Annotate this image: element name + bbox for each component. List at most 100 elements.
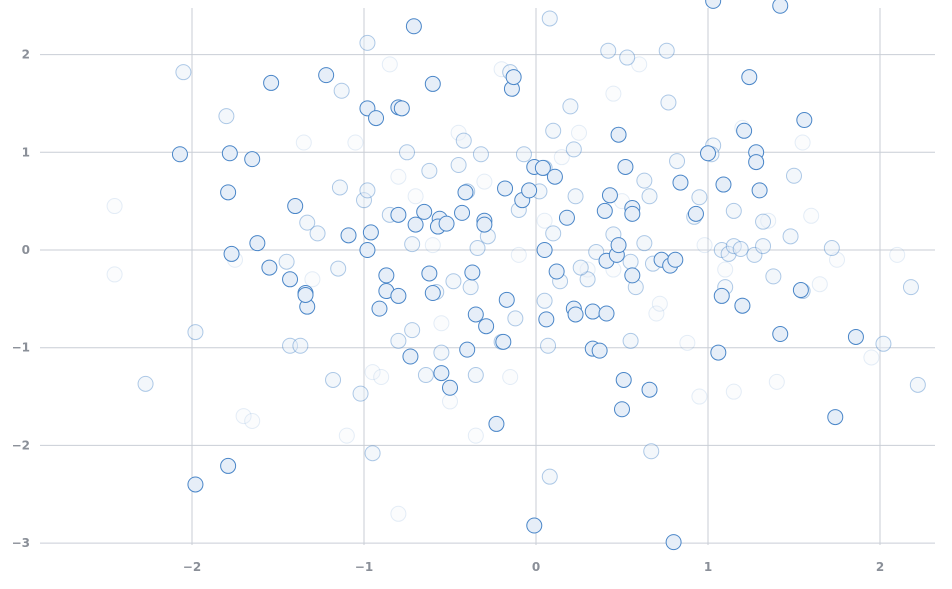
scatter-point bbox=[462, 279, 479, 296]
scatter-point bbox=[445, 273, 462, 290]
scatter-point bbox=[717, 261, 734, 278]
scatter-point bbox=[424, 284, 441, 301]
scatter-point bbox=[455, 132, 472, 149]
scatter-point bbox=[691, 388, 708, 405]
scatter-point bbox=[541, 10, 558, 27]
scatter-point bbox=[601, 187, 618, 204]
scatter-point bbox=[567, 306, 584, 323]
scatter-point bbox=[515, 146, 532, 163]
scatter-point bbox=[507, 310, 524, 327]
scatter-point bbox=[909, 376, 926, 393]
scatter-point bbox=[710, 344, 727, 361]
scatter-point bbox=[287, 198, 304, 215]
scatter-point bbox=[823, 240, 840, 257]
y-tick-label: −3 bbox=[12, 536, 30, 550]
y-tick-label: 0 bbox=[22, 243, 30, 257]
scatter-point bbox=[521, 182, 538, 199]
x-tick-label: 1 bbox=[704, 560, 712, 574]
scatter-point bbox=[827, 409, 844, 426]
scatter-point bbox=[393, 100, 410, 117]
scatter-point bbox=[352, 385, 369, 402]
scatter-point bbox=[433, 315, 450, 332]
scatter-point bbox=[390, 505, 407, 522]
scatter-point bbox=[405, 18, 422, 35]
scatter-point bbox=[875, 335, 892, 352]
scatter-point bbox=[450, 157, 467, 174]
scatter-point bbox=[478, 318, 495, 335]
scatter-point bbox=[261, 259, 278, 276]
scatter-point bbox=[725, 202, 742, 219]
scatter-point bbox=[558, 209, 575, 226]
scatter-point bbox=[734, 297, 751, 314]
scatter-point bbox=[263, 74, 280, 91]
scatter-point bbox=[636, 235, 653, 252]
y-tick-label: 2 bbox=[22, 48, 30, 62]
scatter-point bbox=[643, 443, 660, 460]
scatter-point bbox=[579, 271, 596, 288]
scatter-point bbox=[278, 253, 295, 270]
scatter-point bbox=[803, 207, 820, 224]
scatter-point bbox=[282, 337, 299, 354]
scatter-point bbox=[588, 243, 605, 260]
scatter-point bbox=[624, 267, 641, 284]
scatter-point bbox=[330, 260, 347, 277]
scatter-point bbox=[340, 227, 357, 244]
scatter-point bbox=[309, 225, 326, 242]
scatter-point bbox=[614, 401, 630, 418]
scatter-point bbox=[760, 212, 777, 229]
scatter-point bbox=[424, 237, 441, 254]
scatter-point bbox=[636, 172, 653, 189]
scatter-point bbox=[347, 134, 364, 151]
scatter-point bbox=[318, 67, 335, 84]
scatter-point bbox=[292, 337, 309, 354]
scatter-point bbox=[488, 415, 505, 432]
x-tick-label: 0 bbox=[532, 560, 540, 574]
x-tick-label: 2 bbox=[876, 560, 884, 574]
scatter-point bbox=[796, 112, 813, 129]
scatter-point bbox=[567, 188, 584, 205]
scatter-point bbox=[725, 238, 742, 255]
scatter-point bbox=[407, 216, 424, 233]
scatter-point bbox=[510, 246, 527, 263]
scatter-point bbox=[741, 69, 758, 86]
y-tick-label: 1 bbox=[22, 145, 30, 159]
scatter-point bbox=[467, 306, 484, 323]
scatter-point bbox=[407, 188, 424, 205]
scatter-point bbox=[171, 146, 188, 163]
scatter-point bbox=[584, 303, 601, 320]
scatter-point bbox=[847, 328, 864, 345]
scatter-point bbox=[720, 245, 737, 262]
scatter-point bbox=[536, 292, 553, 309]
scatter-point bbox=[648, 305, 665, 322]
scatter-point bbox=[402, 348, 419, 365]
scatter-point bbox=[772, 0, 789, 14]
scatter-point bbox=[715, 176, 732, 193]
scatter-point bbox=[548, 263, 565, 280]
scatter-point bbox=[175, 64, 192, 81]
scatter-point bbox=[304, 271, 321, 288]
scatter-point bbox=[297, 286, 314, 303]
scatter-point bbox=[811, 276, 828, 293]
scatter-point bbox=[610, 126, 627, 143]
scatter-point bbox=[450, 124, 467, 141]
scatter-point bbox=[829, 251, 845, 268]
scatter-point bbox=[641, 188, 658, 205]
scatter-point bbox=[713, 242, 730, 258]
scatter-point bbox=[713, 287, 730, 304]
scatter-point bbox=[545, 225, 562, 242]
scatter-point bbox=[381, 56, 398, 73]
scatter-point bbox=[610, 237, 627, 254]
scatter-point bbox=[417, 367, 434, 384]
scatter-point bbox=[538, 311, 555, 328]
scatter-point bbox=[772, 326, 789, 343]
scatter-point bbox=[356, 192, 372, 209]
scatter-point bbox=[672, 174, 689, 191]
scatter-point bbox=[755, 238, 772, 255]
scatter-point bbox=[469, 240, 486, 257]
scatter-point bbox=[660, 94, 677, 111]
scatter-point bbox=[502, 369, 519, 386]
x-tick-label: −1 bbox=[355, 560, 373, 574]
scatter-point bbox=[658, 42, 675, 59]
scatter-point bbox=[390, 206, 407, 223]
scatter-point bbox=[433, 344, 450, 361]
